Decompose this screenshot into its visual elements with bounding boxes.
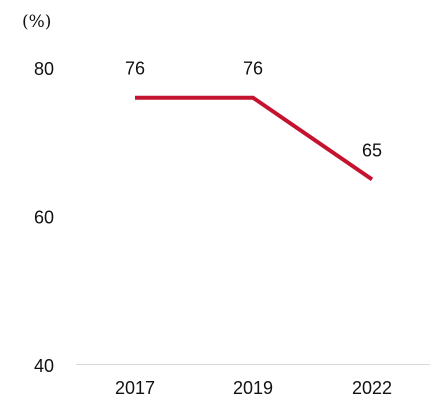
x-tick-label-2019: 2019 [233,378,273,398]
x-tick-label-2017: 2017 [115,378,155,398]
data-label-2022: 65 [362,140,382,160]
data-labels: 76 76 65 [125,59,382,161]
y-tick-label-40: 40 [34,356,54,376]
data-label-2019: 76 [243,59,263,79]
data-label-2017: 76 [125,59,145,79]
x-tick-label-2022: 2022 [352,378,392,398]
series-line-0 [135,95,374,182]
x-axis-ticks: 2017 2019 2022 [115,378,392,398]
y-tick-label-60: 60 [34,208,54,228]
y-axis-ticks: 40 60 80 [34,59,54,376]
y-unit-label: (%) [22,12,51,32]
y-tick-label-80: 80 [34,59,54,79]
series-group [135,95,374,182]
